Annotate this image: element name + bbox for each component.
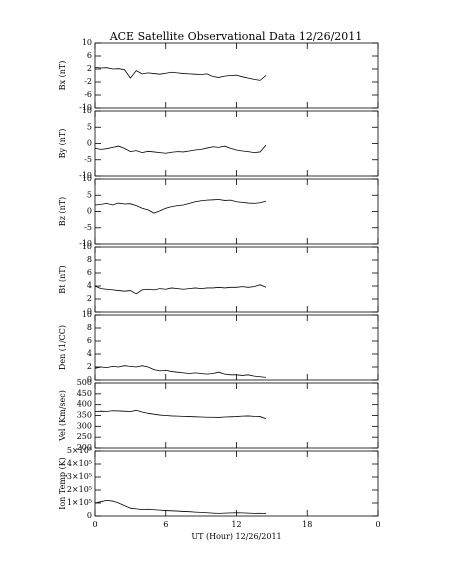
- y-tick-label: 250: [77, 432, 92, 441]
- y-tick-label: 0: [87, 307, 92, 316]
- y-tick-label: 10: [82, 310, 92, 319]
- panel-frame: [94, 110, 379, 177]
- y-tick-label: 2×10⁵: [67, 485, 92, 494]
- y-tick-label: -10: [79, 171, 92, 180]
- y-tick-label: 1×10⁵: [67, 498, 92, 507]
- panel-frame: [94, 178, 379, 245]
- chart-title: ACE Satellite Observational Data 12/26/2…: [109, 30, 363, 43]
- y-tick-label: 400: [77, 400, 92, 409]
- y-tick-label: 4: [87, 349, 92, 358]
- y-tick-label: 450: [77, 389, 92, 398]
- y-tick-label: 4: [87, 281, 92, 290]
- x-tick-label: 12: [231, 520, 241, 529]
- y-tick-label: 10: [82, 38, 92, 47]
- y-tick-label: 6: [87, 51, 92, 60]
- y-tick-label: 500: [77, 378, 92, 387]
- y-tick-label: -10: [79, 239, 92, 248]
- y-axis-label: Ion Temp (K): [58, 457, 67, 510]
- x-tick-label: 18: [302, 520, 312, 529]
- y-tick-label: 6: [87, 268, 92, 277]
- y-axis-label: Bz (nT): [58, 197, 67, 226]
- y-tick-label: 4×10⁵: [67, 459, 92, 468]
- y-tick-label: -10: [79, 103, 92, 112]
- x-tick-label: 0: [92, 520, 97, 529]
- y-axis-label: Bt (nT): [58, 265, 67, 293]
- y-tick-label: 5: [87, 190, 92, 199]
- y-tick-label: 8: [87, 323, 92, 332]
- x-axis-label: UT (Hour) 12/26/2011: [191, 532, 281, 541]
- data-line: [94, 365, 267, 378]
- y-tick-label: 0: [87, 375, 92, 384]
- y-tick-label: 0: [87, 139, 92, 148]
- y-tick-label: -5: [84, 155, 92, 164]
- panel-frame: [94, 246, 379, 313]
- y-tick-label: 5×10⁵: [67, 446, 92, 455]
- y-tick-label: 2: [87, 294, 92, 303]
- y-tick-label: -5: [84, 223, 92, 232]
- y-axis-label: Bx (nT): [58, 61, 67, 91]
- y-tick-label: 10: [82, 106, 92, 115]
- y-tick-label: 8: [87, 255, 92, 264]
- y-tick-label: 200: [77, 443, 92, 452]
- y-tick-label: -6: [84, 90, 92, 99]
- data-line: [94, 409, 267, 420]
- y-axis-label: By (nT): [58, 129, 67, 159]
- y-tick-label: 5: [87, 122, 92, 131]
- y-tick-label: 6: [87, 336, 92, 345]
- data-line: [94, 66, 267, 81]
- data-line: [94, 144, 267, 154]
- x-tick-label: 0: [375, 520, 380, 529]
- y-tick-label: 10: [82, 242, 92, 251]
- y-axis-label: Vel (Km/sec): [58, 390, 67, 442]
- y-tick-label: 0: [87, 511, 92, 520]
- x-tick-label: 6: [163, 520, 168, 529]
- data-line: [94, 499, 267, 515]
- y-tick-label: 2: [87, 362, 92, 371]
- panel-frame: [94, 382, 379, 449]
- panel-frame: [94, 314, 379, 381]
- y-tick-label: 3×10⁵: [67, 472, 92, 481]
- y-tick-label: 350: [77, 411, 92, 420]
- y-tick-label: 300: [77, 421, 92, 430]
- y-tick-label: 2: [87, 64, 92, 73]
- y-tick-label: 0: [87, 207, 92, 216]
- data-line: [94, 284, 267, 295]
- panel-frame: [94, 450, 379, 517]
- y-tick-label: 10: [82, 174, 92, 183]
- data-line: [94, 199, 267, 214]
- y-tick-label: -2: [84, 77, 92, 86]
- y-axis-label: Den (1/CC): [58, 325, 67, 370]
